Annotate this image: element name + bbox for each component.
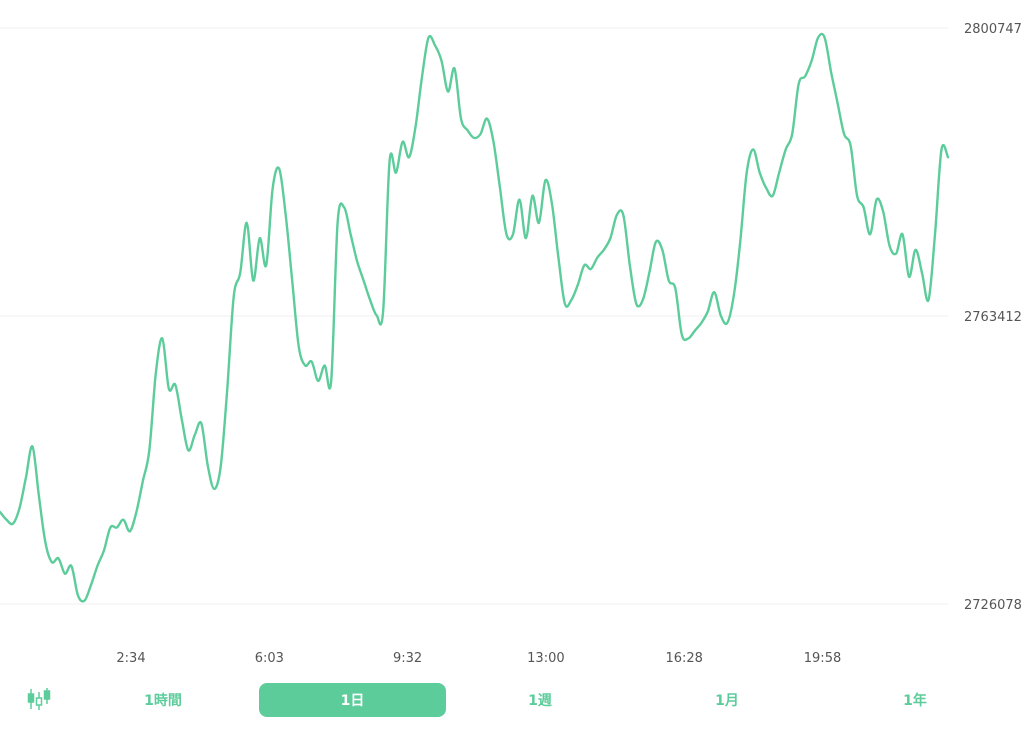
x-tick-label: 16:28 xyxy=(665,651,702,666)
candlestick-icon xyxy=(27,688,51,710)
x-tick-label: 2:34 xyxy=(116,651,145,666)
candlestick-toggle-button[interactable] xyxy=(24,686,54,712)
x-tick-label: 13:00 xyxy=(527,651,564,666)
range-1-week-button[interactable]: 1週 xyxy=(528,693,552,709)
grid-lines xyxy=(0,27,948,605)
y-tick-label: 2763412 xyxy=(964,310,1022,325)
y-axis-labels: 2800747 2763412 2726078 xyxy=(964,22,1022,613)
x-axis-labels: 2:34 6:03 9:32 13:00 16:28 19:58 xyxy=(116,651,841,666)
price-series-line xyxy=(0,32,950,603)
range-1-day-button[interactable]: 1日 xyxy=(259,683,446,717)
y-tick-label: 2800747 xyxy=(964,22,1022,37)
range-1-month-button[interactable]: 1月 xyxy=(715,693,739,709)
range-1-year-button[interactable]: 1年 xyxy=(903,693,927,709)
y-tick-label: 2726078 xyxy=(964,598,1022,613)
x-tick-label: 19:58 xyxy=(804,651,841,666)
price-chart: 2800747 2763412 2726078 2:34 6:03 9:32 13:00 1… xyxy=(0,22,1022,666)
range-1-hour-button[interactable]: 1時間 xyxy=(144,693,182,709)
x-tick-label: 6:03 xyxy=(255,651,284,666)
time-range-selector: 1時間 1日 1週 1月 1年 xyxy=(0,680,1024,720)
x-tick-label: 9:32 xyxy=(393,651,422,666)
